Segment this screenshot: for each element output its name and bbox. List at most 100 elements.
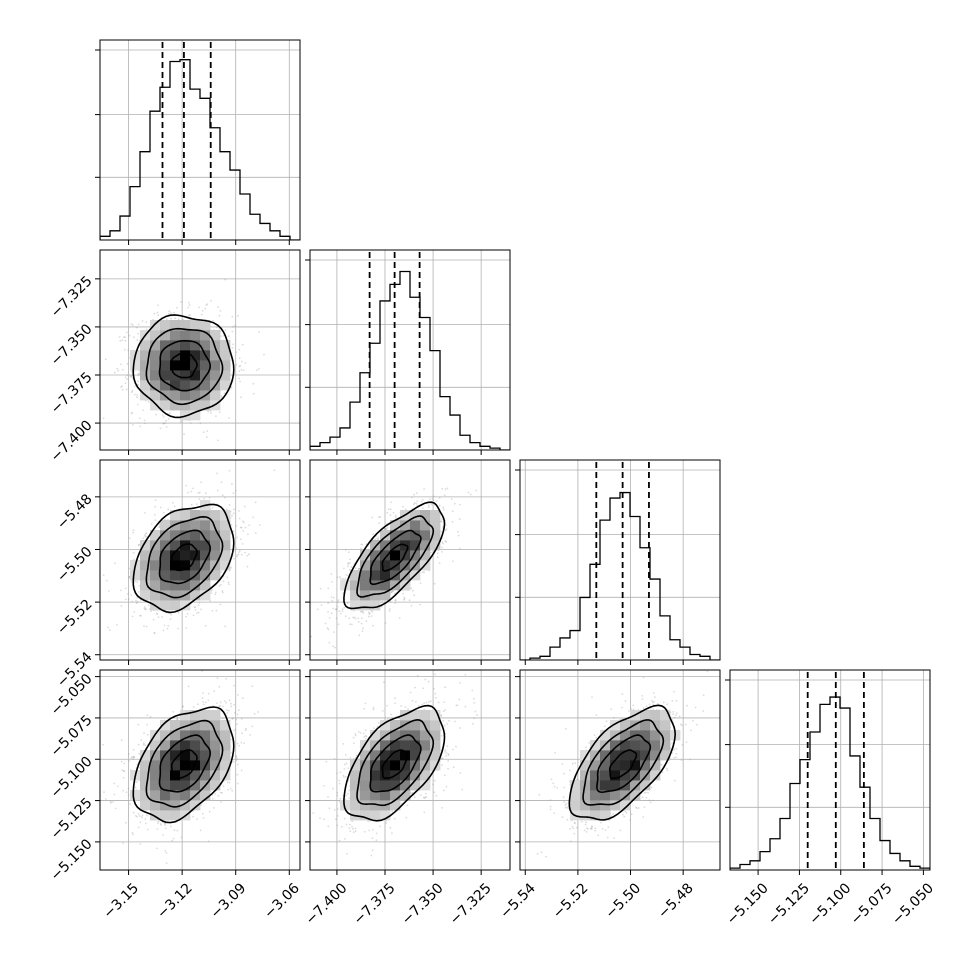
scatter-point xyxy=(337,623,340,626)
scatter-point xyxy=(240,360,243,363)
scatter-point xyxy=(125,331,128,334)
scatter-point xyxy=(187,301,190,304)
scatter-point xyxy=(169,412,171,415)
density-cell xyxy=(130,570,141,581)
scatter-point xyxy=(147,400,150,403)
density-cell xyxy=(150,570,161,581)
scatter-point xyxy=(139,843,142,845)
scatter-point xyxy=(258,331,260,333)
scatter-point xyxy=(162,629,165,632)
scatter-point xyxy=(136,394,139,396)
scatter-point xyxy=(211,588,213,591)
scatter-point xyxy=(411,496,413,499)
scatter-point xyxy=(141,320,144,322)
scatter-point xyxy=(128,575,131,578)
scatter-point xyxy=(258,524,261,526)
density-cell xyxy=(140,380,151,391)
density-cell xyxy=(190,350,201,361)
scatter-point xyxy=(348,562,351,564)
density-cell xyxy=(360,550,371,561)
scatter-point xyxy=(319,587,322,590)
scatter-point xyxy=(221,590,224,593)
density-cell xyxy=(190,530,201,541)
scatter-point xyxy=(152,618,155,621)
density-cell xyxy=(220,340,231,351)
scatter-point xyxy=(378,522,380,524)
scatter-point xyxy=(371,516,374,519)
density-cell xyxy=(220,350,231,361)
scatter-point xyxy=(127,349,130,352)
density-cell xyxy=(420,520,431,531)
scatter-point xyxy=(335,608,338,611)
scatter-panel-3-2 xyxy=(305,459,511,665)
scatter-point xyxy=(144,744,147,747)
scatter-point xyxy=(413,502,416,504)
scatter-point xyxy=(247,533,249,536)
scatter-point xyxy=(150,610,152,612)
scatter-point xyxy=(138,766,141,769)
scatter-point xyxy=(378,516,380,518)
scatter-point xyxy=(233,508,235,511)
scatter-point xyxy=(154,505,157,508)
scatter-point xyxy=(388,610,391,612)
scatter-point xyxy=(144,469,146,471)
scatter-point xyxy=(374,538,377,541)
scatter-point xyxy=(410,587,413,590)
scatter-point xyxy=(441,518,443,521)
scatter-point xyxy=(368,612,371,615)
scatter-point xyxy=(157,304,159,307)
scatter-point xyxy=(440,530,443,533)
scatter-point xyxy=(138,417,141,419)
scatter-point xyxy=(174,317,177,320)
scatter-point xyxy=(104,358,107,361)
scatter-point xyxy=(230,524,233,526)
scatter-point xyxy=(202,701,205,703)
scatter-point xyxy=(238,357,241,360)
scatter-point xyxy=(169,618,172,621)
density-cell xyxy=(410,510,421,521)
density-cell xyxy=(220,530,231,541)
density-cell xyxy=(400,570,411,581)
scatter-point xyxy=(130,391,133,393)
density-cell xyxy=(420,510,431,521)
density-cell xyxy=(160,350,171,361)
scatter-point xyxy=(358,567,360,570)
scatter-point xyxy=(419,582,422,584)
density-cell xyxy=(430,510,441,521)
density-cell xyxy=(380,560,391,571)
scatter-point xyxy=(454,502,456,505)
scatter-point xyxy=(137,374,140,377)
density-cell xyxy=(390,540,401,551)
scatter-point xyxy=(225,508,228,510)
scatter-point xyxy=(145,321,148,323)
density-cell xyxy=(150,340,161,351)
density-cell xyxy=(220,520,231,531)
scatter-point xyxy=(125,388,128,391)
scatter-point xyxy=(121,388,124,391)
scatter-point xyxy=(124,340,127,342)
scatter-point xyxy=(232,530,235,533)
density-cell xyxy=(430,530,441,541)
density-cell xyxy=(160,530,171,541)
density-cell xyxy=(210,350,221,361)
scatter-point xyxy=(357,617,360,620)
scatter-point xyxy=(133,336,135,339)
density-cell xyxy=(170,360,181,371)
scatter-point xyxy=(384,622,387,625)
scatter-point xyxy=(385,528,387,530)
scatter-point xyxy=(132,424,134,426)
scatter-point xyxy=(204,307,207,310)
density-cell xyxy=(210,360,221,371)
scatter-point xyxy=(361,543,364,546)
density-cell xyxy=(220,370,231,381)
density-cell xyxy=(220,360,231,371)
density-cell xyxy=(140,540,151,551)
scatter-point xyxy=(102,417,105,419)
scatter-point xyxy=(180,301,182,303)
scatter-point xyxy=(217,439,219,442)
density-cell xyxy=(150,330,161,341)
scatter-point xyxy=(161,616,164,618)
density-cell xyxy=(150,560,161,571)
scatter-point xyxy=(372,533,375,535)
